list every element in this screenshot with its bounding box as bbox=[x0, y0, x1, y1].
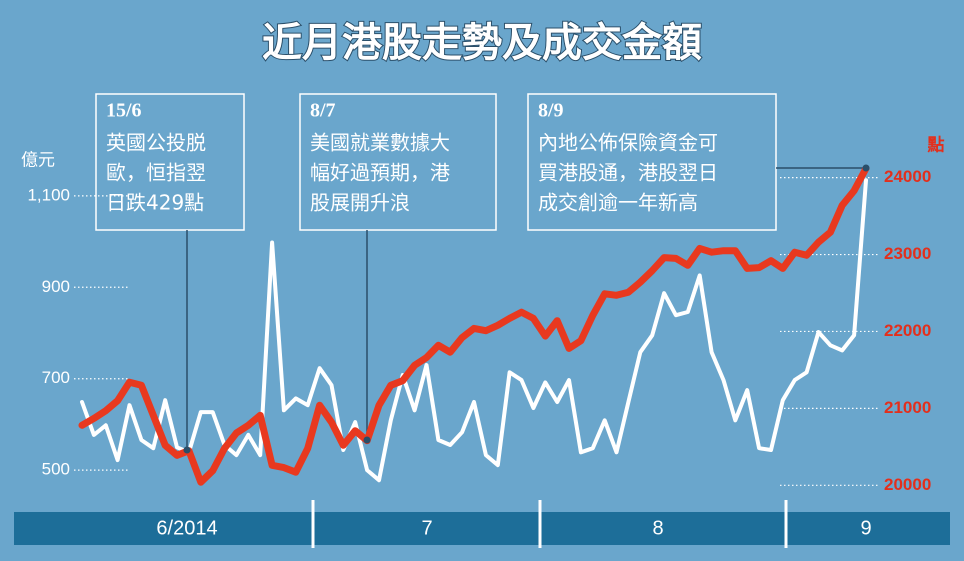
month-bar bbox=[14, 512, 950, 545]
y2-axis-label: 點 bbox=[927, 134, 945, 154]
y2-tick-label: 21000 bbox=[884, 398, 931, 417]
annotation-text: 日跌429點 bbox=[106, 191, 204, 215]
annotation-text: 成交創逾一年新高 bbox=[538, 191, 698, 215]
annotation-dot bbox=[862, 164, 870, 172]
annotation-date: 8/9 bbox=[538, 100, 564, 122]
y-tick-label: 500 bbox=[42, 460, 70, 479]
annotation-text: 歐，恒指翌 bbox=[106, 161, 206, 185]
month-label: 9 bbox=[860, 517, 871, 539]
y-tick-label: 900 bbox=[42, 277, 70, 296]
annotation-text: 美國就業數據大 bbox=[310, 131, 450, 155]
month-label: 6/2014 bbox=[156, 517, 217, 539]
annotation-dot bbox=[363, 436, 371, 444]
chart-title: 近月港股走勢及成交金額 bbox=[262, 20, 702, 66]
y2-tick-label: 23000 bbox=[884, 244, 931, 263]
annotation-date: 8/7 bbox=[310, 100, 336, 122]
annotation-text: 英國公投脱 bbox=[106, 131, 206, 155]
y2-tick-label: 20000 bbox=[884, 475, 931, 494]
y-tick-label: 700 bbox=[42, 368, 70, 387]
y2-tick-label: 24000 bbox=[884, 167, 931, 186]
month-label: 8 bbox=[652, 517, 663, 539]
annotation-text: 幅好過預期，港 bbox=[310, 161, 450, 185]
series-line bbox=[78, 164, 870, 486]
annotation-text: 內地公佈保險資金可 bbox=[538, 131, 718, 155]
annotation-dot bbox=[183, 446, 191, 454]
series-line bbox=[80, 178, 868, 483]
annotation-date: 15/6 bbox=[106, 100, 142, 122]
annotation-box bbox=[527, 93, 777, 231]
y-tick-label: 1,100 bbox=[27, 185, 70, 204]
annotation-box bbox=[95, 93, 245, 231]
annotation-text: 股展開升浪 bbox=[310, 191, 410, 215]
y2-tick-label: 22000 bbox=[884, 321, 931, 340]
y-axis-label: 億元 bbox=[21, 150, 55, 169]
month-label: 7 bbox=[421, 517, 432, 539]
annotation-box bbox=[299, 93, 497, 231]
annotation-text: 買港股通，港股翌日 bbox=[538, 161, 718, 185]
